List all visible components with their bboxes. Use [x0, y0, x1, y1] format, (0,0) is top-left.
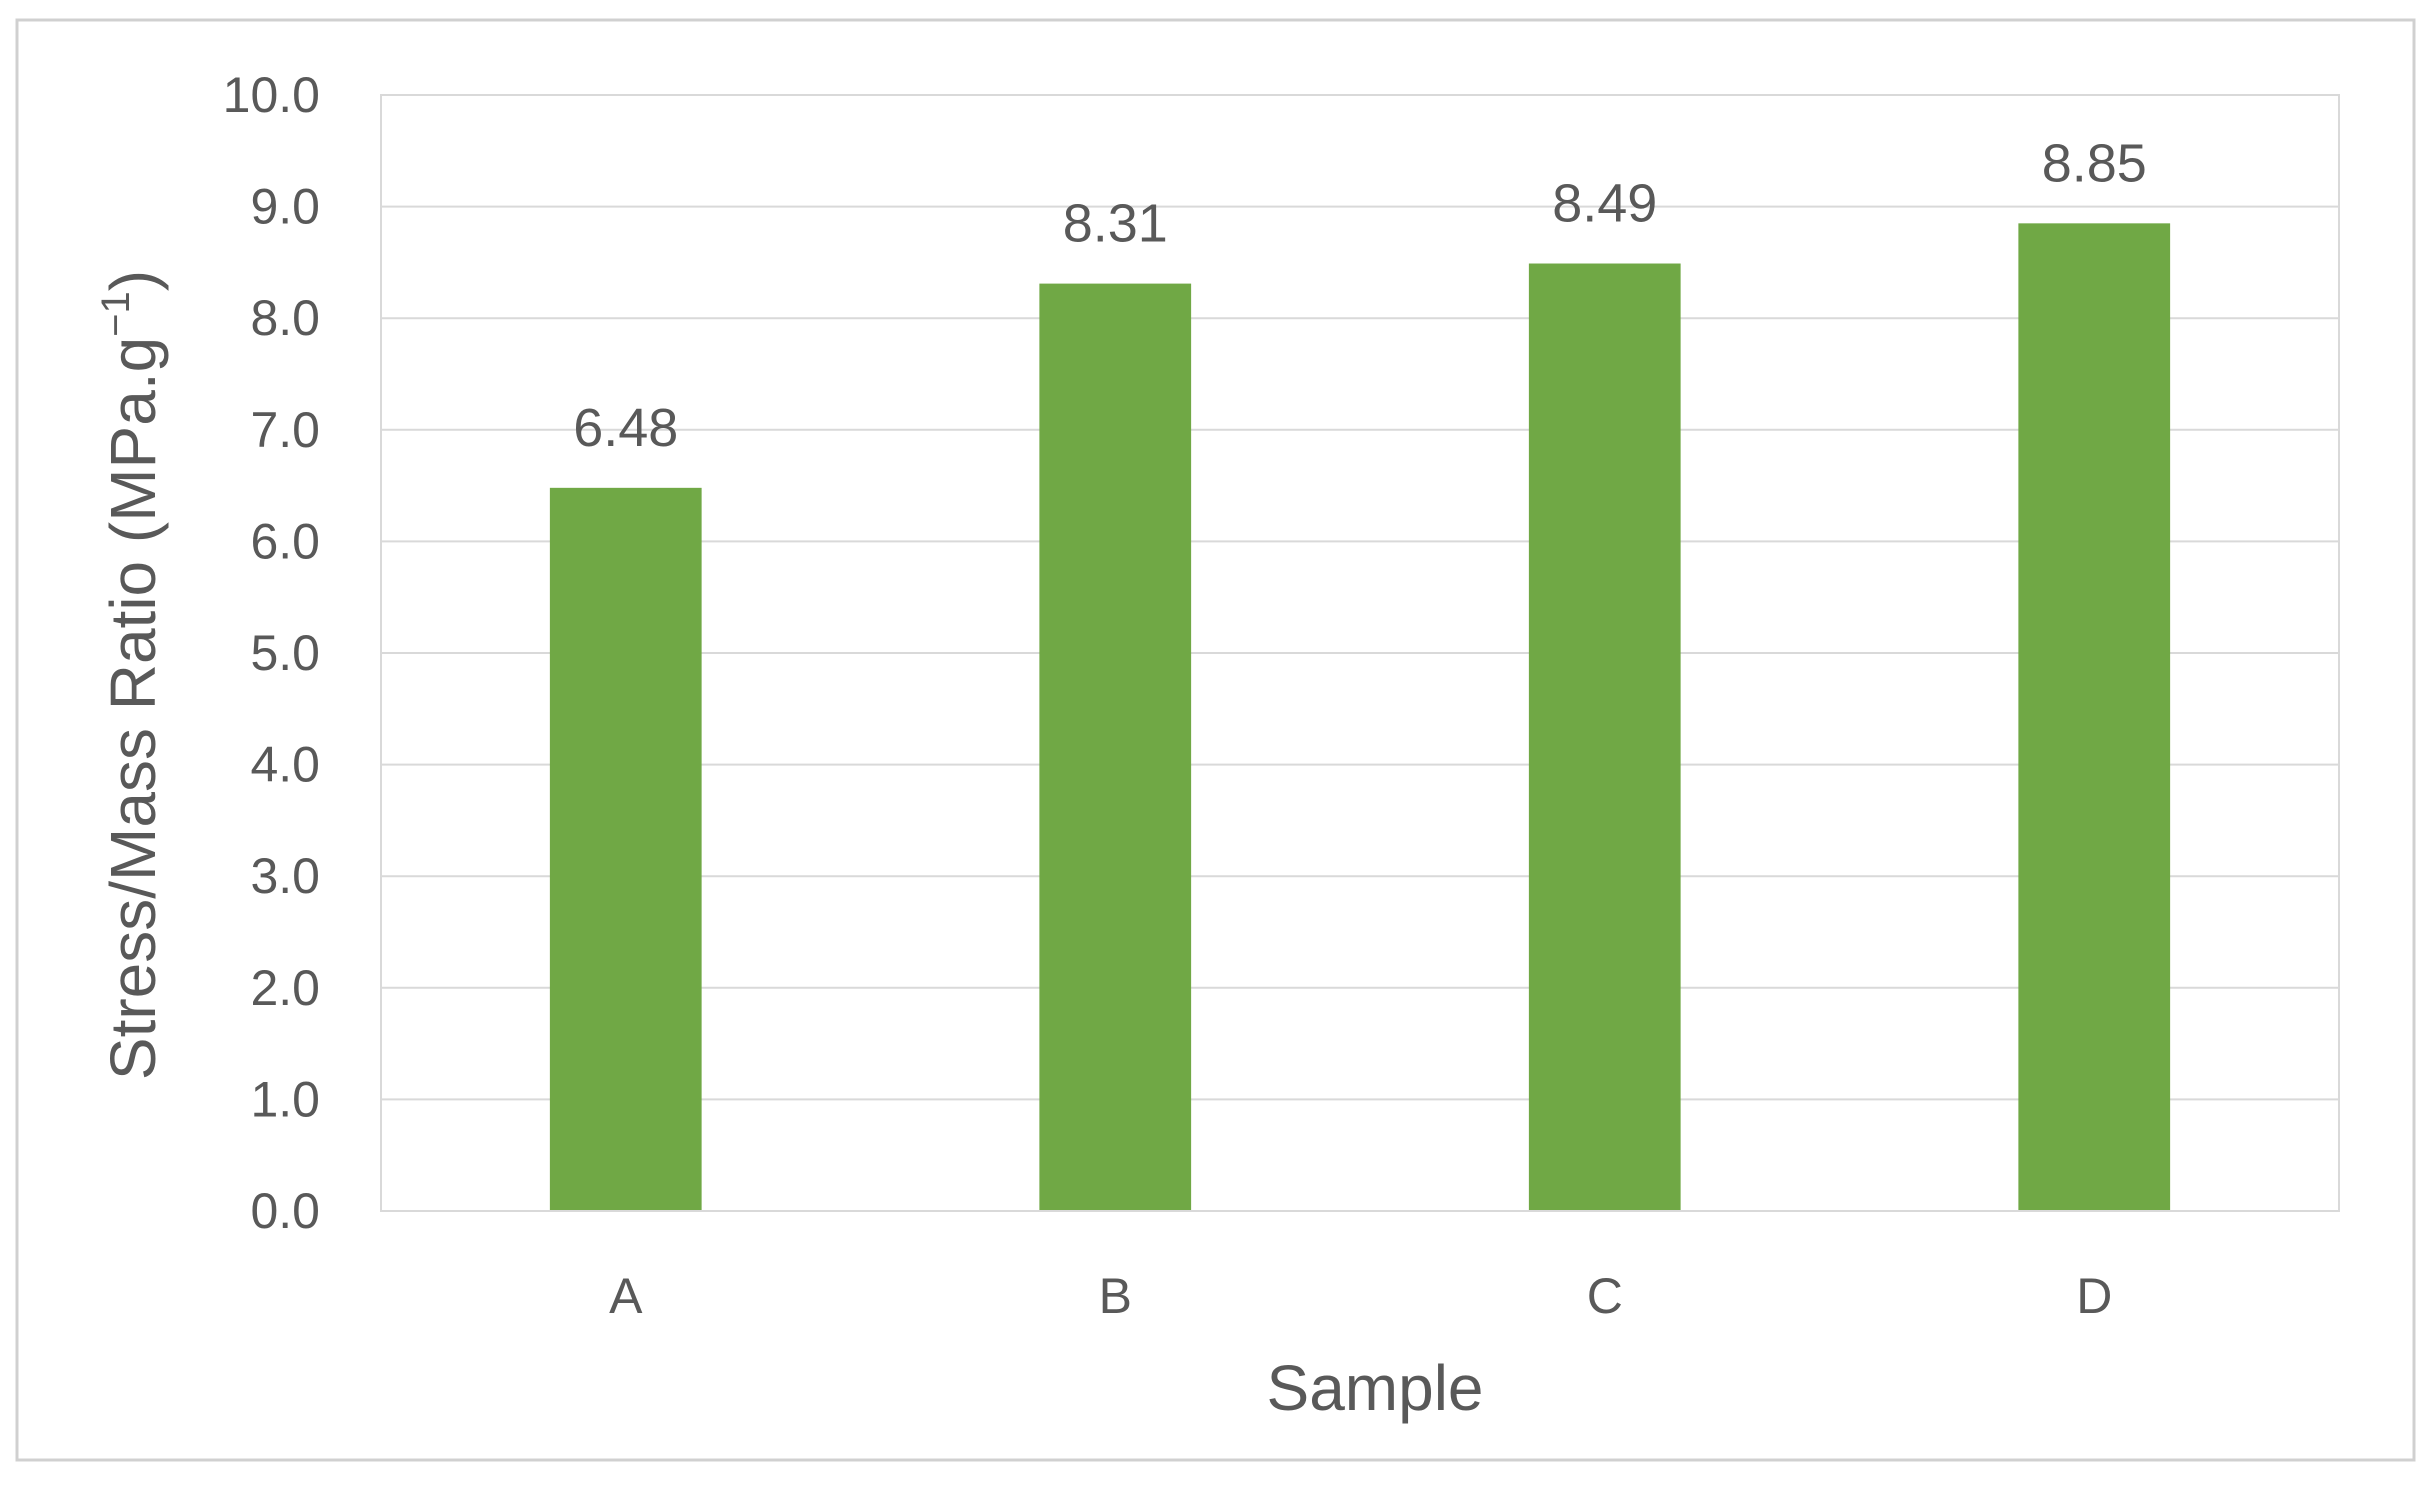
gridlines	[381, 205, 2339, 1101]
y-axis-tick-labels: 0.0 1.0 2.0 3.0 4.0 5.0 6.0 7.0 8.0 9.0 10.0	[223, 67, 320, 1239]
bar-b	[1039, 283, 1192, 1211]
y-axis-title-close: )	[97, 270, 169, 291]
x-axis-title: Sample	[1267, 1352, 1484, 1424]
y-tick-label: 7.0	[250, 402, 320, 458]
y-tick-label: 5.0	[250, 625, 320, 681]
y-tick-label: 1.0	[250, 1071, 320, 1127]
x-tick-label-c: C	[1587, 1268, 1623, 1324]
y-axis-title-main: Stress/Mass Ratio (MPa.g	[97, 337, 169, 1080]
x-tick-label-d: D	[2076, 1268, 2112, 1324]
data-label-c: 8.49	[1552, 174, 1657, 234]
y-axis-title: Stress/Mass Ratio (MPa.g−1)	[94, 270, 169, 1080]
x-tick-label-b: B	[1099, 1268, 1132, 1324]
bars	[549, 223, 2171, 1212]
y-tick-label: 8.0	[250, 290, 320, 346]
plot-area-border	[380, 94, 2340, 1212]
data-label-d: 8.85	[2042, 133, 2147, 193]
data-labels: 6.48 8.31 8.49 8.85	[573, 133, 2147, 457]
x-tick-label-a: A	[609, 1268, 643, 1324]
y-axis-title-superscript: −1	[94, 291, 138, 337]
y-tick-label: 9.0	[250, 179, 320, 235]
data-label-a: 6.48	[573, 398, 678, 458]
chart-border	[15, 18, 2416, 1462]
y-tick-label: 6.0	[250, 513, 320, 569]
y-tick-label: 3.0	[250, 848, 320, 904]
bar-c	[1528, 263, 1681, 1211]
y-tick-label: 10.0	[223, 67, 320, 123]
bar-d	[2018, 223, 2171, 1212]
data-label-b: 8.31	[1063, 194, 1168, 254]
y-tick-label: 2.0	[250, 960, 320, 1016]
x-axis-tick-labels: A B C D	[609, 1268, 2112, 1324]
bar-a	[549, 487, 702, 1211]
y-tick-label: 4.0	[250, 737, 320, 793]
y-tick-label: 0.0	[250, 1183, 320, 1239]
